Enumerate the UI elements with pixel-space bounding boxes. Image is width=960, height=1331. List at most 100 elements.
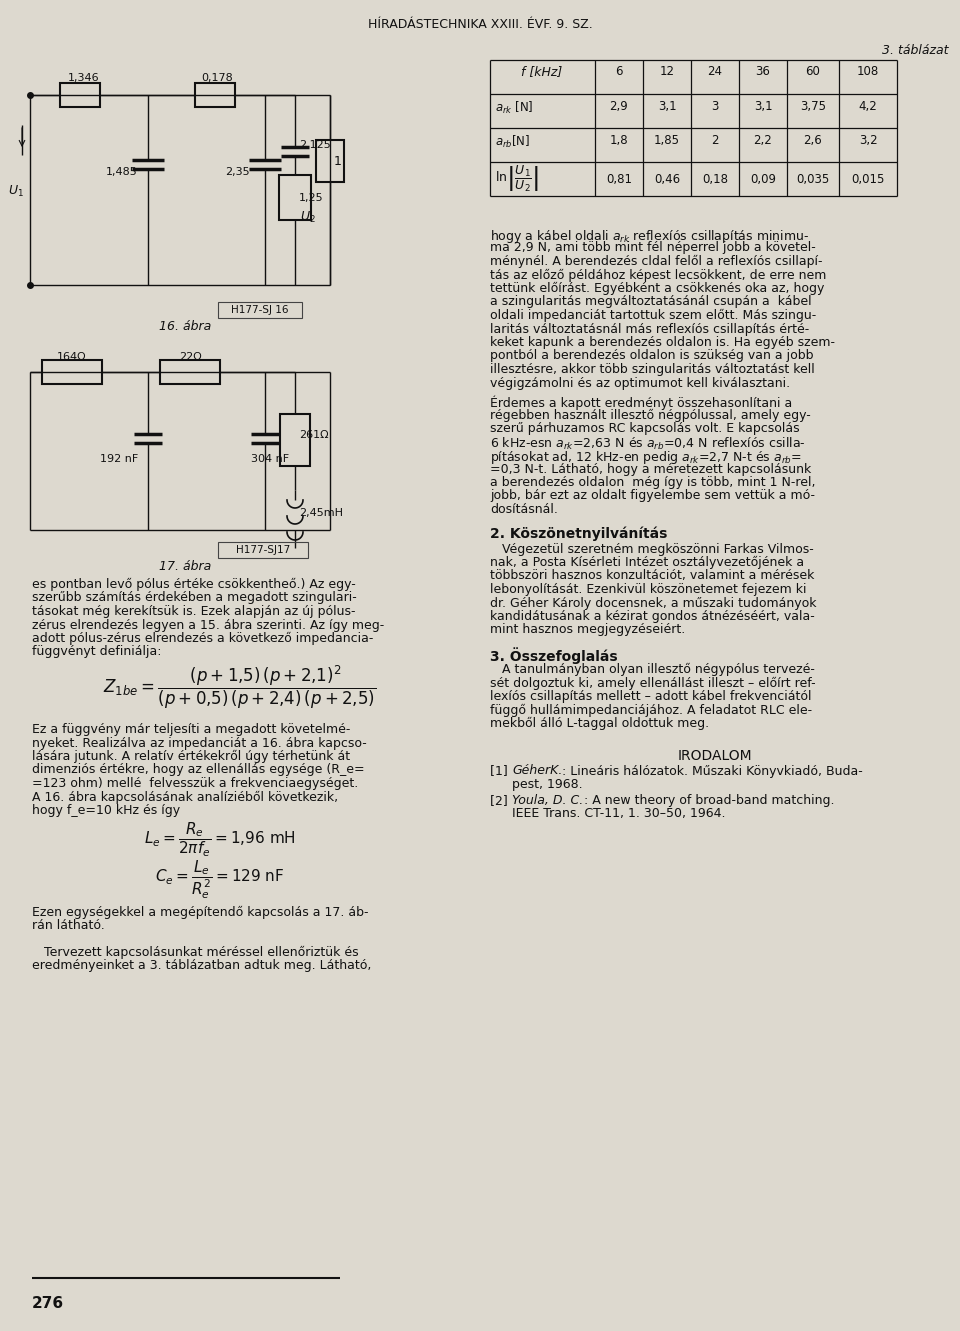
Text: pest, 1968.: pest, 1968. — [512, 779, 583, 791]
Text: 3,75: 3,75 — [800, 100, 826, 113]
Text: : Lineáris hálózatok. Műszaki Könyvkiadó, Buda-: : Lineáris hálózatok. Műszaki Könyvkiadó… — [562, 764, 863, 777]
Text: oldali impedanciát tartottuk szem előtt. Más szingu-: oldali impedanciát tartottuk szem előtt.… — [490, 309, 816, 322]
Text: =0,3 N-t. Látható, hogy a méretezett kapcsolásunk: =0,3 N-t. Látható, hogy a méretezett kap… — [490, 462, 811, 475]
Text: kandidátusának a kézirat gondos átnézéséért, vala-: kandidátusának a kézirat gondos átnézésé… — [490, 610, 815, 623]
Text: 2,35: 2,35 — [225, 166, 250, 177]
Text: IRODALOM: IRODALOM — [678, 748, 753, 763]
Text: 0,178: 0,178 — [201, 73, 232, 83]
Text: Youla, D. C.: Youla, D. C. — [512, 795, 584, 807]
Bar — [218, 542, 308, 558]
Text: mint hasznos megjegyzéseiért.: mint hasznos megjegyzéseiért. — [490, 623, 685, 636]
Text: 1,8: 1,8 — [610, 134, 628, 146]
Text: zérus elrendezés legyen a 15. ábra szerinti. Az így meg-: zérus elrendezés legyen a 15. ábra szeri… — [32, 619, 384, 631]
Text: 60: 60 — [805, 65, 821, 79]
Text: lására jutunk. A relatív értékekről úgy térhetünk át: lására jutunk. A relatív értékekről úgy … — [32, 749, 350, 763]
Text: többszöri hasznos konzultációt, valamint a mérések: többszöri hasznos konzultációt, valamint… — [490, 570, 814, 583]
Text: 164Ω: 164Ω — [58, 351, 86, 362]
Text: tásokat még kerekítsük is. Ezek alapján az új pólus-: tásokat még kerekítsük is. Ezek alapján … — [32, 606, 355, 618]
Text: 22Ω: 22Ω — [179, 351, 202, 362]
Text: 6 kHz-esn $a_{rk}$=2,63 N és $a_{rb}$=0,4 N reflexíós csilla-: 6 kHz-esn $a_{rk}$=2,63 N és $a_{rb}$=0,… — [490, 435, 805, 451]
Text: végigzámolni és az optimumot kell kiválasztani.: végigzámolni és az optimumot kell kivála… — [490, 377, 790, 390]
Text: 0,18: 0,18 — [702, 173, 728, 186]
Text: $Z_{1be}=\dfrac{(p+1{,}5)\,(p+2{,}1)^{2}}{(p+0{,}5)\,(p+2{,}4)\,(p+2{,}5)}$: $Z_{1be}=\dfrac{(p+1{,}5)\,(p+2{,}1)^{2}… — [104, 663, 376, 711]
Text: 1,25: 1,25 — [299, 193, 324, 204]
Text: 261Ω: 261Ω — [299, 430, 328, 441]
Text: hogy a kábel oldali $a_{rk}$ reflexíós csillapítás minimu-: hogy a kábel oldali $a_{rk}$ reflexíós c… — [490, 228, 809, 245]
Text: 1: 1 — [334, 154, 342, 168]
Text: szerűbb számítás érdekében a megadott szingulari-: szerűbb számítás érdekében a megadott sz… — [32, 591, 357, 604]
Text: $a_{rb}$[N]: $a_{rb}$[N] — [495, 134, 530, 150]
Text: adott pólus-zérus elrendezés a következő impedancia-: adott pólus-zérus elrendezés a következő… — [32, 632, 373, 646]
Text: 108: 108 — [857, 65, 879, 79]
Text: Ez a függvény már teljesíti a megadott követelmé-: Ez a függvény már teljesíti a megadott k… — [32, 723, 350, 736]
Text: A 16. ábra kapcsolásának analíziéből következik,: A 16. ábra kapcsolásának analíziéből köv… — [32, 791, 338, 804]
Text: 276: 276 — [32, 1296, 64, 1311]
Text: H177-SJ17: H177-SJ17 — [236, 544, 290, 555]
Text: illesztésre, akkor több szingularitás változtatást kell: illesztésre, akkor több szingularitás vá… — [490, 363, 815, 375]
Text: 1,485: 1,485 — [106, 166, 137, 177]
Text: $U_1$: $U_1$ — [8, 184, 24, 200]
Text: 0,81: 0,81 — [606, 173, 632, 186]
Text: nyeket. Realizálva az impedanciát a 16. ábra kapcso-: nyeket. Realizálva az impedanciát a 16. … — [32, 736, 367, 749]
Text: függvényt definiálja:: függvényt definiálja: — [32, 646, 161, 659]
Text: 24: 24 — [708, 65, 723, 79]
Text: a szingularitás megváltoztatásánál csupán a  kábel: a szingularitás megváltoztatásánál csupá… — [490, 295, 811, 309]
Text: 6: 6 — [615, 65, 623, 79]
Text: szerű párhuzamos RC kapcsolás volt. E kapcsolás: szerű párhuzamos RC kapcsolás volt. E ka… — [490, 422, 800, 435]
Text: pontból a berendezés oldalon is szükség van a jobb: pontból a berendezés oldalon is szükség … — [490, 350, 813, 362]
Bar — [195, 83, 235, 106]
Text: $\mathrm{ln}\left|\dfrac{U_1}{U_2}\right|$: $\mathrm{ln}\left|\dfrac{U_1}{U_2}\right… — [495, 164, 539, 194]
Text: 4,2: 4,2 — [858, 100, 877, 113]
Text: HÍRADÁSTECHNIKA XXIII. ÉVF. 9. SZ.: HÍRADÁSTECHNIKA XXIII. ÉVF. 9. SZ. — [368, 19, 592, 31]
Bar — [316, 140, 344, 182]
Text: GéherK.: GéherK. — [512, 764, 563, 777]
Text: 2,6: 2,6 — [804, 134, 823, 146]
Text: dimenziós értékre, hogy az ellenállás egysége (R_e=: dimenziós értékre, hogy az ellenállás eg… — [32, 764, 365, 776]
Text: f [kHz]: f [kHz] — [521, 65, 563, 79]
Text: : A new theory of broad-band matching.: : A new theory of broad-band matching. — [584, 795, 834, 807]
Text: nak, a Posta Kísérleti Intézet osztályvezetőjének a: nak, a Posta Kísérleti Intézet osztályve… — [490, 556, 804, 570]
Text: IEEE Trans. CT-11, 1. 30–50, 1964.: IEEE Trans. CT-11, 1. 30–50, 1964. — [512, 808, 726, 820]
Text: Tervezett kapcsolásunkat méréssel ellenőriztük és: Tervezett kapcsolásunkat méréssel ellenő… — [32, 946, 359, 960]
Text: $L_e=\dfrac{R_e}{2\pi f_e}=1{,}96\ \mathrm{mH}$: $L_e=\dfrac{R_e}{2\pi f_e}=1{,}96\ \math… — [144, 820, 296, 858]
Text: 0,015: 0,015 — [852, 173, 885, 186]
Text: mekből álló L-taggal oldottuk meg.: mekből álló L-taggal oldottuk meg. — [490, 717, 709, 731]
Text: hogy f_e=10 kHz és így: hogy f_e=10 kHz és így — [32, 804, 180, 817]
Text: lexíós csillapítás mellett – adott kábel frekvenciától: lexíós csillapítás mellett – adott kábel… — [490, 689, 811, 703]
Text: 1,346: 1,346 — [68, 73, 100, 83]
Text: 2,9: 2,9 — [610, 100, 629, 113]
Text: 3,2: 3,2 — [858, 134, 877, 146]
Text: 36: 36 — [756, 65, 771, 79]
Text: dr. Géher Károly docensnek, a műszaki tudományok: dr. Géher Károly docensnek, a műszaki tu… — [490, 596, 817, 610]
Text: 1,85: 1,85 — [654, 134, 680, 146]
Text: 2: 2 — [711, 134, 719, 146]
Text: Végezetül szeretném megköszönni Farkas Vilmos-: Végezetül szeretném megköszönni Farkas V… — [490, 543, 814, 555]
Bar — [280, 414, 310, 466]
Text: 3. Összefoglalás: 3. Összefoglalás — [490, 647, 617, 664]
Text: jobb, bár ezt az oldalt figyelembe sem vettük a mó-: jobb, bár ezt az oldalt figyelembe sem v… — [490, 490, 815, 503]
Text: keket kapunk a berendezés oldalon is. Ha egyéb szem-: keket kapunk a berendezés oldalon is. Ha… — [490, 335, 835, 349]
Text: $C_e=\dfrac{L_e}{R_e^2}=129\ \mathrm{nF}$: $C_e=\dfrac{L_e}{R_e^2}=129\ \mathrm{nF}… — [156, 858, 285, 901]
Text: a berendezés oldalon  még így is több, mint 1 N-rel,: a berendezés oldalon még így is több, mi… — [490, 476, 815, 488]
Text: tettünk előírást. Egyébként a csökkenés oka az, hogy: tettünk előírást. Egyébként a csökkenés … — [490, 282, 825, 295]
Text: pításokat ad, 12 kHz-en pedig $a_{rk}$=2,7 N-t és $a_{rb}$=: pításokat ad, 12 kHz-en pedig $a_{rk}$=2… — [490, 449, 802, 466]
Bar — [42, 359, 102, 385]
Text: 3,1: 3,1 — [754, 100, 772, 113]
Text: Ezen egységekkel a megépítendő kapcsolás a 17. áb-: Ezen egységekkel a megépítendő kapcsolás… — [32, 905, 369, 918]
Text: 16. ábra: 16. ábra — [158, 319, 211, 333]
Text: 0,09: 0,09 — [750, 173, 776, 186]
Text: =123 ohm) mellé  felvesszük a frekvenciaegységet.: =123 ohm) mellé felvesszük a frekvenciae… — [32, 777, 358, 791]
Bar — [160, 359, 220, 385]
Text: [1]: [1] — [490, 764, 512, 777]
Text: A tanulmányban olyan illesztő négypólus tervezé-: A tanulmányban olyan illesztő négypólus … — [490, 663, 815, 676]
Text: 2,45mH: 2,45mH — [299, 508, 343, 518]
Text: 2. Köszönetnyilvánítás: 2. Köszönetnyilvánítás — [490, 527, 667, 540]
Bar — [218, 302, 302, 318]
Text: laritás változtatásnál más reflexíós csillapítás érté-: laritás változtatásnál más reflexíós csi… — [490, 322, 809, 335]
Text: 3,1: 3,1 — [658, 100, 676, 113]
Text: 0,035: 0,035 — [797, 173, 829, 186]
Text: 192 nF: 192 nF — [100, 454, 138, 465]
Text: [2]: [2] — [490, 795, 512, 807]
Text: ménynél. A berendezés cldal felől a reflexíós csillapí-: ménynél. A berendezés cldal felől a refl… — [490, 256, 823, 268]
Text: ma 2,9 N, ami több mint fél néperrel jobb a követel-: ma 2,9 N, ami több mint fél néperrel job… — [490, 241, 816, 254]
